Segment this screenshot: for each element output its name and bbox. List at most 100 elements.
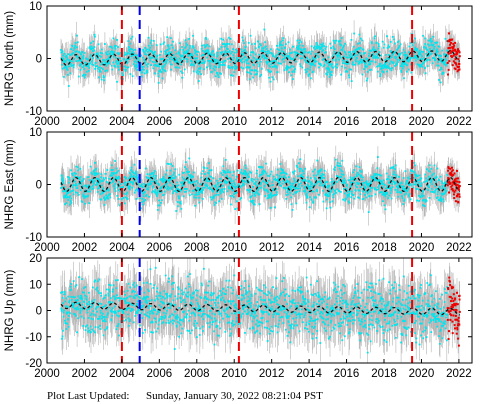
data-point: [377, 70, 379, 73]
data-point: [266, 57, 268, 60]
data-point: [311, 50, 313, 53]
data-point: [187, 49, 190, 51]
data-point: [209, 67, 212, 69]
data-point: [124, 70, 127, 72]
data-point: [344, 66, 347, 69]
data-point: [447, 68, 450, 71]
data-point: [289, 57, 292, 59]
data-point: [260, 67, 263, 70]
data-point: [358, 61, 361, 64]
data-point: [352, 45, 355, 48]
data-point: [172, 59, 175, 62]
data-point: [397, 53, 400, 55]
data-point: [258, 53, 261, 56]
data-point: [345, 70, 348, 72]
data-point: [130, 48, 133, 50]
data-point: [218, 65, 221, 68]
data-point: [372, 56, 375, 59]
data-point: [352, 50, 354, 53]
data-point: [166, 36, 169, 39]
data-point: [232, 48, 234, 51]
data-point: [242, 67, 245, 70]
data-point: [204, 46, 206, 49]
data-point: [178, 52, 180, 55]
data-point: [397, 47, 399, 50]
data-point: [80, 53, 83, 56]
data-point: [216, 71, 218, 74]
data-point: [185, 58, 188, 60]
data-point: [321, 44, 324, 46]
data-point: [427, 43, 429, 46]
data-point: [421, 55, 423, 57]
data-point: [216, 51, 219, 54]
data-point: [385, 61, 388, 63]
data-point: [454, 62, 457, 65]
data-point: [244, 45, 247, 48]
data-point: [180, 70, 182, 73]
data-point: [370, 41, 373, 43]
data-point: [164, 50, 166, 53]
data-point: [313, 45, 316, 48]
data-point: [113, 51, 115, 53]
data-point: [124, 65, 126, 68]
data-point: [247, 57, 250, 60]
data-point: [452, 42, 455, 45]
x-tick-label: 2004: [109, 116, 135, 128]
data-point: [380, 54, 382, 57]
data-point: [403, 54, 406, 56]
data-point: [452, 54, 455, 57]
data-point: [103, 76, 106, 79]
data-point: [203, 60, 206, 63]
data-point: [178, 66, 181, 69]
data-point: [385, 54, 387, 56]
data-point: [288, 52, 291, 55]
data-point: [74, 44, 77, 47]
data-point: [434, 41, 436, 44]
data-point: [308, 73, 311, 76]
data-point: [191, 54, 194, 57]
data-point: [222, 63, 225, 66]
data-point: [308, 51, 311, 53]
data-point: [441, 49, 444, 52]
data-point: [283, 55, 286, 57]
data-point: [138, 59, 141, 62]
data-point: [420, 64, 423, 66]
data-point: [103, 59, 106, 62]
data-point: [275, 65, 278, 68]
data-point: [174, 56, 177, 59]
data-point: [191, 60, 193, 63]
data-point: [351, 56, 354, 59]
data-point: [160, 71, 163, 74]
data-point: [205, 38, 208, 41]
data-point: [204, 50, 207, 52]
data-point: [417, 54, 419, 57]
data-point: [431, 62, 434, 65]
data-point: [71, 45, 74, 47]
data-point: [89, 62, 91, 65]
data-point: [149, 42, 152, 44]
data-point: [109, 45, 111, 48]
data-point: [288, 55, 291, 58]
data-point: [322, 49, 325, 52]
data-point: [251, 69, 253, 72]
data-point: [389, 62, 391, 65]
data-point: [325, 45, 328, 48]
x-tick-label: 2002: [72, 116, 98, 128]
data-point: [163, 69, 166, 72]
data-point: [353, 32, 355, 35]
data-point: [203, 68, 205, 71]
data-point: [131, 54, 134, 57]
data-point: [225, 54, 227, 56]
data-point: [401, 63, 404, 65]
data-point: [169, 37, 172, 39]
data-point: [309, 58, 311, 61]
data-point: [268, 76, 270, 79]
data-point: [219, 61, 222, 63]
data-point: [194, 52, 197, 55]
data-point: [208, 60, 211, 62]
data-point: [241, 36, 244, 39]
data-point: [435, 51, 438, 54]
data-point: [231, 51, 233, 53]
data-point: [309, 68, 312, 71]
